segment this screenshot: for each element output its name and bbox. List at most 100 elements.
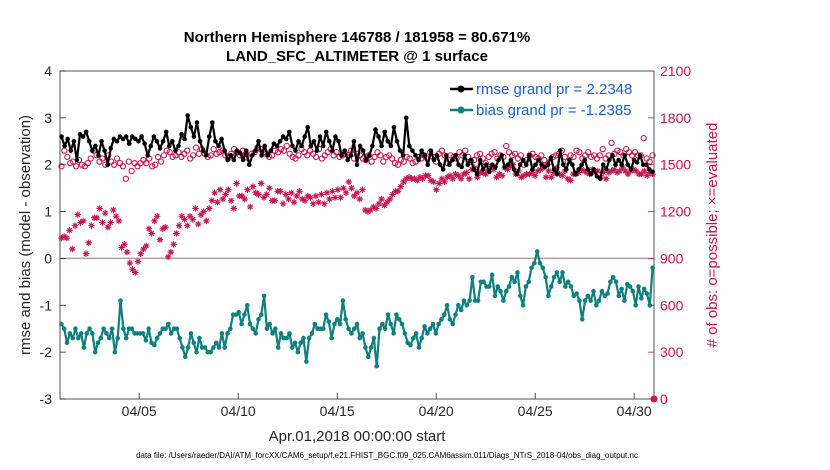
- rmse-point: [148, 143, 154, 149]
- bias-point: [182, 354, 188, 360]
- rmse-point: [622, 153, 628, 158]
- obs-evaluated-point: [178, 213, 186, 220]
- obs-possible-point: [394, 161, 402, 168]
- obs-evaluated-point: [548, 174, 555, 181]
- bias-point: [636, 284, 641, 289]
- bias-point: [537, 260, 543, 266]
- obs-evaluated-point: [195, 220, 202, 228]
- rmse-point: [197, 138, 203, 144]
- obs-evaluated-point: [474, 174, 481, 181]
- rmse-point: [114, 138, 120, 144]
- bias-point: [258, 312, 264, 317]
- bias-point: [470, 274, 475, 280]
- obs-evaluated-point: [205, 205, 213, 212]
- rmse-point: [616, 157, 621, 163]
- bias-point: [622, 298, 627, 303]
- y-right-tick-label: 1800: [660, 110, 691, 126]
- rmse-point: [388, 143, 394, 149]
- obs-evaluated-point: [167, 248, 175, 256]
- bias-point: [168, 331, 174, 336]
- rmse-point: [96, 153, 101, 158]
- bias-point: [194, 349, 199, 355]
- bias-point: [475, 298, 481, 303]
- rmse-point: [102, 148, 107, 153]
- obs-possible-point: [125, 158, 132, 165]
- rmse-point: [357, 143, 363, 149]
- bias-point: [213, 340, 219, 346]
- rmse-point: [613, 162, 618, 168]
- obs-possible-point: [128, 167, 135, 175]
- rmse-point: [265, 153, 271, 158]
- obs-evaluated-point: [646, 169, 654, 176]
- rmse-point: [262, 143, 267, 149]
- obs-evaluated-point: [466, 175, 473, 182]
- obs-evaluated-point: [60, 233, 68, 240]
- obs-evaluated-point: [641, 167, 648, 175]
- rmse-point: [170, 138, 175, 144]
- bias-point: [309, 331, 315, 336]
- bias-point: [61, 326, 67, 332]
- rmse-point: [286, 129, 292, 135]
- rmse-point: [407, 143, 412, 149]
- obs-evaluated-point: [556, 170, 563, 178]
- rmse-point: [459, 164, 464, 170]
- legend: rmse grand pr = 2.2348 bias grand pr = -…: [445, 76, 648, 121]
- bias-point: [270, 331, 275, 336]
- rmse-point: [468, 157, 474, 163]
- obs-evaluated-point: [559, 172, 566, 179]
- rmse-point: [462, 153, 468, 158]
- obs-evaluated-point: [389, 191, 396, 198]
- rmse-point: [625, 162, 631, 168]
- obs-evaluated-point: [326, 195, 333, 203]
- obs-evaluated-point: [400, 178, 407, 186]
- bias-point: [78, 331, 84, 336]
- obs-evaluated-point: [518, 174, 525, 181]
- bias-point: [188, 331, 194, 336]
- rmse-point: [567, 157, 572, 163]
- bias-point: [357, 335, 363, 341]
- obs-possible-point: [154, 153, 162, 161]
- bias-point: [565, 279, 571, 285]
- legend-rmse-label: rmse grand pr = 2.2348: [476, 81, 632, 98]
- rmse-point: [363, 157, 369, 163]
- bias-point: [287, 331, 292, 336]
- obs-evaluated-point: [575, 169, 582, 176]
- rmse-point: [628, 167, 634, 172]
- obs-evaluated-point: [129, 266, 136, 273]
- obs-possible-point: [570, 153, 577, 161]
- rmse-point: [563, 167, 569, 172]
- bias-point: [239, 321, 244, 327]
- obs-evaluated-point: [411, 175, 418, 182]
- bias-point: [411, 335, 416, 341]
- obs-evaluated-point: [359, 186, 366, 193]
- obs-evaluated-point: [528, 169, 536, 176]
- bias-point: [152, 342, 157, 348]
- obs-evaluated-point: [255, 191, 262, 198]
- bias-point: [433, 331, 439, 336]
- bias-point: [64, 340, 70, 346]
- rmse-point: [330, 148, 335, 153]
- rmse-point: [579, 162, 584, 168]
- bias-point: [292, 340, 298, 346]
- bias-point: [323, 312, 329, 317]
- rmse-point: [336, 138, 341, 144]
- obs-evaluated-point: [567, 177, 574, 184]
- rmse-point: [250, 153, 255, 158]
- bias-point: [419, 335, 425, 341]
- obs-evaluated-point: [77, 219, 84, 226]
- obs-possible-point: [541, 156, 548, 164]
- obs-possible-point: [151, 161, 159, 168]
- rmse-point: [173, 148, 178, 153]
- bias-point: [81, 345, 87, 350]
- bias-point: [579, 317, 585, 322]
- obs-possible-point: [192, 144, 200, 151]
- obs-evaluated-point: [170, 241, 177, 248]
- rmse-point: [348, 153, 354, 158]
- obs-possible-point: [87, 155, 94, 162]
- legend-box: [445, 76, 648, 121]
- rmse-point: [511, 167, 517, 172]
- bias-point: [264, 326, 270, 332]
- obs-possible-point: [368, 158, 375, 165]
- bias-point: [543, 274, 548, 280]
- obs-possible-point: [195, 150, 203, 157]
